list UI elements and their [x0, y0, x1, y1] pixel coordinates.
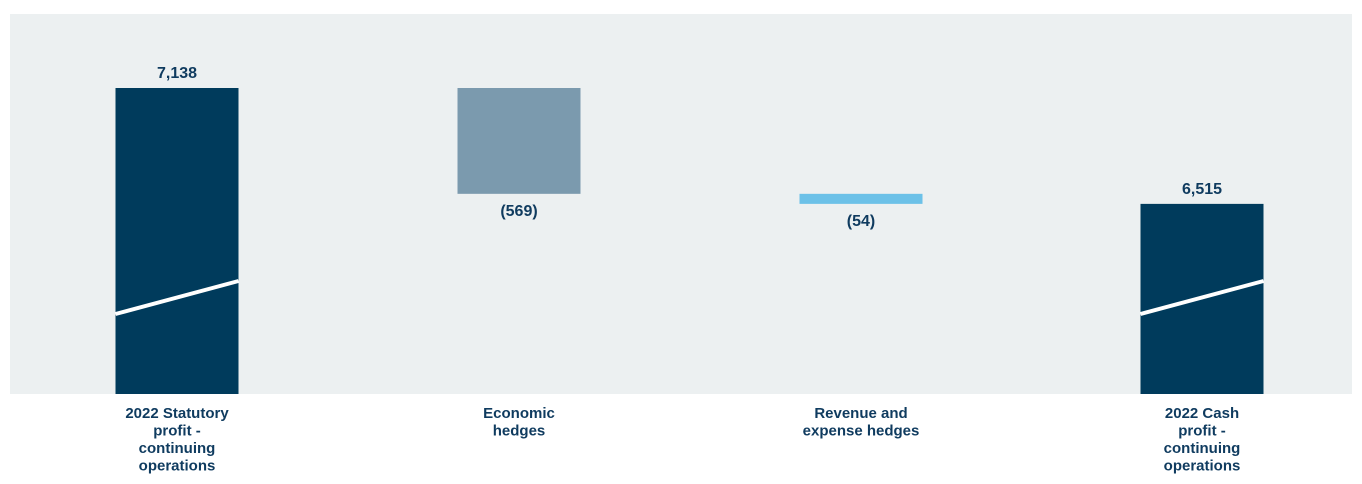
value-label-2: (54)	[847, 213, 875, 230]
value-label-3: 6,515	[1182, 181, 1222, 198]
axis-break-line-3	[1139, 279, 1265, 316]
delta-bar-2	[799, 193, 923, 204]
category-label-1: Economic hedges	[483, 405, 555, 440]
value-label-0: 7,138	[157, 65, 197, 82]
category-label-0: 2022 Statutory profit -continuing operatio…	[125, 405, 229, 475]
delta-bar-1	[457, 88, 581, 194]
axis-break-line-0	[114, 279, 240, 316]
category-label-2: Revenue and expense hedges	[803, 405, 920, 440]
category-label-3: 2022 Cash profit -continuing operations	[1164, 405, 1241, 475]
total-bar-0	[115, 88, 239, 394]
value-label-1: (569)	[500, 203, 537, 220]
